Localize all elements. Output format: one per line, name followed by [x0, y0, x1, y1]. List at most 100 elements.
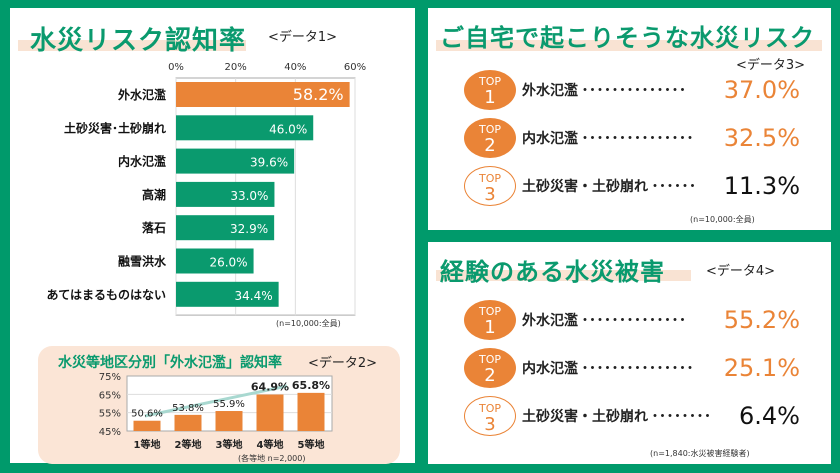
rank-top: TOP	[478, 75, 501, 88]
leader-dots: ・・・・・・・・・・・・・・・	[578, 131, 697, 147]
data3-panel: ご自宅で起こりそうな水災リスク <データ3> TOP 1 外水氾濫・・・・・・・・…	[428, 8, 831, 230]
x-tick-label: 20%	[225, 62, 247, 73]
bar	[176, 281, 279, 307]
bar	[176, 181, 275, 207]
bar	[297, 392, 325, 431]
bar	[176, 82, 350, 107]
ranking-item: TOP 1 外水氾濫・・・・・・・・・・・・・・ 55.2%	[464, 300, 824, 340]
leader-dots: ・・・・・・・・・・・・・・・	[578, 361, 697, 377]
data3-title: ご自宅で起こりそうな水災リスク	[440, 24, 815, 52]
category-label: 外水氾濫	[118, 87, 166, 102]
category-label: あてはまるものはない	[46, 288, 166, 302]
data3-tag: <データ3>	[736, 58, 806, 73]
rank-number: 1	[484, 317, 496, 338]
ranking-value: 37.0%	[723, 76, 800, 104]
ranking-label-text: 内水氾濫	[522, 361, 578, 377]
trend-arrow	[144, 384, 288, 418]
leader-dots: ・・・・・・・・・・・・・・	[578, 313, 690, 329]
bar	[174, 414, 202, 431]
rank-number: 1	[484, 87, 496, 108]
ranking-value: 11.3%	[723, 172, 800, 200]
rank-top: TOP	[478, 305, 501, 318]
rank-badge: TOP 1	[464, 70, 516, 110]
data1-note: (n=10,000:全員)	[276, 319, 341, 328]
category-label: 4等地	[257, 438, 284, 451]
ranking-item: TOP 2 内水氾濫・・・・・・・・・・・・・・・ 25.1%	[464, 348, 824, 388]
ranking-value: 32.5%	[723, 124, 800, 152]
leader-dots: ・・・・・・	[648, 179, 700, 195]
data2-title: 水災等地区分別「外水氾濫」認知率	[58, 355, 282, 371]
rank-number: 2	[484, 365, 496, 386]
ranking-label-text: 外水氾濫	[522, 83, 578, 99]
data4-title: 経験のある水災被害	[440, 258, 665, 286]
ranking-label: 内水氾濫・・・・・・・・・・・・・・・	[522, 358, 697, 378]
ranking-label: 土砂災害・土砂崩れ・・・・・・・・	[522, 406, 715, 426]
category-label: 2等地	[175, 438, 202, 451]
bar-value-label: 53.8%	[172, 403, 204, 414]
data4-tag: <データ4>	[706, 264, 776, 279]
y-tick-label: 45%	[99, 427, 121, 438]
zone-awareness-chart: 75% 65% 55% 45% 50.6% 1等地 53.8% 2等地 55.9% 3等地 64.9…	[99, 372, 333, 451]
y-tick-label: 75%	[99, 372, 121, 383]
rank-badge: TOP 3	[464, 396, 516, 436]
bar	[176, 248, 254, 274]
ranking-label: 内水氾濫・・・・・・・・・・・・・・・	[522, 128, 697, 148]
data1-tag: <データ1>	[268, 30, 338, 45]
data2-box: 水災等地区分別「外水氾濫」認知率 <データ2> 75% 65% 55% 45% 50.6…	[38, 346, 400, 464]
bar-value-label: 50.6%	[131, 409, 163, 420]
bar-value-label: 46.0%	[269, 122, 307, 136]
bar-value-label: 39.6%	[250, 156, 288, 170]
ranking-label-text: 土砂災害・土砂崩れ	[522, 409, 648, 425]
risk-awareness-chart: 0% 20% 40% 60% 外水氾濫 58.2% 土砂災害･土砂崩れ 46.0% 内水氾濫 39…	[46, 62, 366, 316]
bar	[256, 394, 284, 431]
rank-top: TOP	[478, 172, 501, 185]
category-label: 3等地	[216, 438, 243, 451]
bar	[176, 148, 295, 174]
data2-tag: <データ2>	[308, 356, 378, 371]
rank-number: 3	[484, 184, 496, 205]
category-label: 融雪洪水	[118, 254, 167, 269]
rank-badge: TOP 2	[464, 118, 516, 158]
category-label: 落石	[142, 220, 166, 235]
bar	[176, 215, 275, 241]
ranking-item: TOP 3 土砂災害・土砂崩れ・・・・・・ 11.3%	[464, 166, 824, 206]
bar-value-label: 32.9%	[230, 222, 268, 236]
ranking-label-text: 外水氾濫	[522, 313, 578, 329]
ranking-label-text: 内水氾濫	[522, 131, 578, 147]
category-label: 1等地	[134, 438, 161, 451]
data4-note: (n=1,840:水災被害経験者)	[650, 449, 750, 458]
y-tick-label: 55%	[99, 409, 121, 420]
bar	[133, 420, 161, 431]
bar-value-label: 65.8%	[292, 379, 330, 392]
ranking-item: TOP 1 外水氾濫・・・・・・・・・・・・・・ 37.0%	[464, 70, 824, 110]
x-tick-label: 40%	[284, 62, 306, 73]
category-label: 土砂災害･土砂崩れ	[64, 120, 166, 135]
data3-note: (n=10,000:全員)	[690, 215, 755, 224]
rank-badge: TOP 2	[464, 348, 516, 388]
rank-top: TOP	[478, 353, 501, 366]
ranking-item: TOP 2 内水氾濫・・・・・・・・・・・・・・・ 32.5%	[464, 118, 824, 158]
ranking-label: 外水氾濫・・・・・・・・・・・・・・	[522, 80, 690, 100]
leader-dots: ・・・・・・・・	[648, 409, 715, 425]
data1-panel: 水災リスク認知率 <データ1> 0% 20% 40% 60% 外水氾濫 58.2% 土砂災害…	[10, 8, 415, 464]
ranking-label-text: 土砂災害・土砂崩れ	[522, 179, 648, 195]
x-tick-label: 60%	[344, 62, 366, 73]
data1-title: 水災リスク認知率	[30, 26, 247, 56]
rank-badge: TOP 1	[464, 300, 516, 340]
ranking-label: 外水氾濫・・・・・・・・・・・・・・	[522, 310, 690, 330]
rank-number: 3	[484, 414, 496, 435]
ranking-value: 25.1%	[723, 354, 800, 382]
ranking-value: 6.4%	[739, 402, 800, 430]
rank-badge: TOP 3	[464, 166, 516, 206]
data2-note: (各等地 n=2,000)	[238, 454, 306, 463]
ranking-label: 土砂災害・土砂崩れ・・・・・・	[522, 176, 700, 196]
bar-value-label: 33.0%	[230, 189, 268, 203]
leader-dots: ・・・・・・・・・・・・・・	[578, 83, 690, 99]
bar-value-label: 26.0%	[209, 256, 247, 270]
category-label: 内水氾濫	[118, 154, 166, 169]
rank-top: TOP	[478, 123, 501, 136]
category-label: 5等地	[298, 438, 325, 451]
x-tick-label: 0%	[168, 62, 184, 73]
bar-value-label: 34.4%	[235, 289, 273, 303]
bar	[176, 115, 314, 141]
